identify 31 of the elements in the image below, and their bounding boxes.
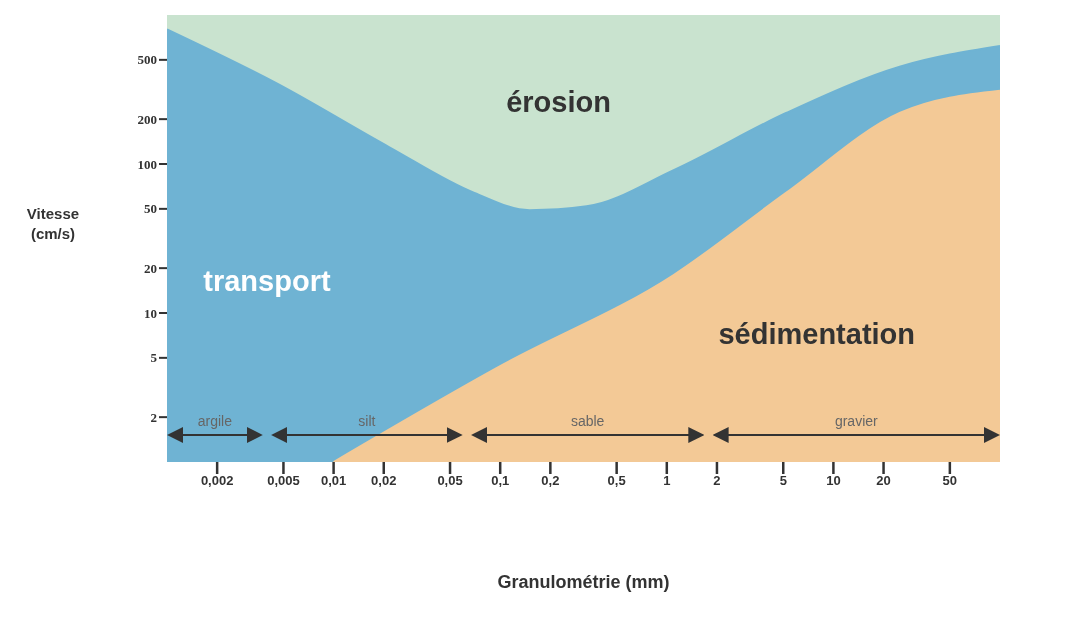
x-tick-label: 0,02	[371, 473, 397, 489]
annotation: argile	[197, 412, 233, 429]
y-tick-label: 2	[150, 409, 157, 425]
y-tick-label: 100	[137, 156, 157, 172]
y-tick-label: 50	[144, 201, 157, 217]
x-tick-label: 10	[826, 473, 841, 489]
y-tick-label: 500	[137, 52, 157, 68]
annotation: silt	[358, 412, 376, 429]
y-tick-label: 20	[144, 260, 157, 276]
annotation: sable	[570, 412, 605, 429]
y-tick-label: 10	[144, 305, 157, 321]
x-tick-label: 0,05	[437, 473, 463, 489]
x-tick-label: 0,002	[200, 473, 234, 489]
x-tick-label: 0,1	[491, 473, 510, 489]
y-axis-title: Vitesse (cm/s)	[26, 204, 80, 242]
annotation: transport	[203, 264, 331, 297]
x-tick-label: 0,005	[267, 473, 300, 489]
annotation: gravier	[834, 412, 879, 429]
y-tick-label: 200	[137, 111, 157, 127]
x-tick-label: 0,01	[320, 473, 347, 489]
annotation: sédimentation	[718, 318, 916, 351]
x-tick-label: 2	[713, 473, 721, 489]
x-tick-label: 50	[942, 473, 958, 489]
annotation: érosion	[506, 86, 611, 119]
x-tick-label: 5	[779, 473, 787, 489]
x-tick-label: 20	[876, 473, 891, 489]
x-tick-label: 1	[663, 473, 671, 489]
x-axis-title: Granulométrie (mm)	[497, 572, 670, 592]
x-tick-label: 0,5	[607, 473, 626, 489]
x-tick-label: 0,2	[541, 473, 560, 489]
y-tick-label: 5	[150, 350, 158, 366]
